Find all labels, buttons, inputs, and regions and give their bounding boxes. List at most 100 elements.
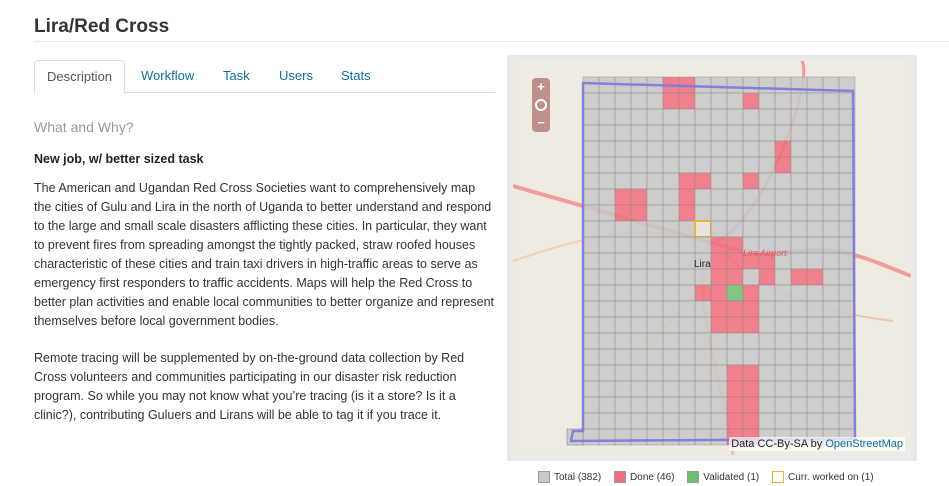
grid-tile[interactable] [598,156,616,174]
grid-tile[interactable] [646,268,664,286]
grid-tile[interactable] [662,156,680,174]
grid-tile[interactable] [774,332,792,350]
grid-tile[interactable] [614,284,632,302]
grid-tile[interactable] [822,332,840,350]
grid-tile[interactable] [598,268,616,286]
grid-tile[interactable] [758,316,776,334]
grid-tile-validated[interactable] [726,284,744,302]
grid-tile[interactable] [710,124,728,142]
grid-tile[interactable] [806,204,824,222]
grid-tile[interactable] [582,348,600,366]
grid-tile[interactable] [662,172,680,190]
grid-tile[interactable] [598,364,616,382]
openstreetmap-link[interactable]: OpenStreetMap [825,438,903,450]
grid-tile[interactable] [774,316,792,334]
grid-tile[interactable] [598,412,616,430]
grid-tile[interactable] [806,172,824,190]
grid-tile[interactable] [822,252,840,270]
grid-tile[interactable] [742,124,760,142]
grid-tile[interactable] [838,380,856,398]
grid-tile[interactable] [646,140,664,158]
grid-tile[interactable] [582,300,600,318]
grid-tile[interactable] [790,204,808,222]
grid-tile[interactable] [822,236,840,254]
grid-tile[interactable] [726,188,744,206]
grid-tile[interactable] [598,380,616,398]
grid-tile[interactable] [774,348,792,366]
grid-tile[interactable] [662,220,680,238]
grid-tile[interactable] [630,412,648,430]
grid-tile[interactable] [694,236,712,254]
grid-tile[interactable] [758,92,776,110]
grid-tile[interactable] [582,412,600,430]
grid-tile[interactable] [758,124,776,142]
grid-tile[interactable] [822,412,840,430]
grid-tile[interactable] [646,124,664,142]
grid-tile-done[interactable] [678,92,696,110]
grid-tile[interactable] [646,252,664,270]
grid-tile[interactable] [774,268,792,286]
grid-tile[interactable] [694,76,712,94]
grid-tile[interactable] [774,412,792,430]
grid-tile[interactable] [678,428,696,446]
grid-tile[interactable] [806,108,824,126]
grid-tile[interactable] [630,92,648,110]
grid-tile[interactable] [806,364,824,382]
grid-tile[interactable] [646,380,664,398]
grid-tile[interactable] [726,92,744,110]
grid-tile[interactable] [662,252,680,270]
grid-tile[interactable] [758,284,776,302]
grid-tile[interactable] [614,156,632,174]
grid-tile[interactable] [838,348,856,366]
grid-tile[interactable] [742,140,760,158]
grid-tile[interactable] [806,236,824,254]
grid-tile[interactable] [646,364,664,382]
grid-tile[interactable] [742,108,760,126]
grid-tile[interactable] [710,108,728,126]
grid-tile[interactable] [726,108,744,126]
grid-tile[interactable] [582,380,600,398]
grid-tile[interactable] [790,140,808,158]
grid-tile[interactable] [710,92,728,110]
grid-tile[interactable] [598,396,616,414]
grid-tile[interactable] [646,156,664,174]
grid-tile[interactable] [678,156,696,174]
grid-tile[interactable] [630,268,648,286]
grid-tile[interactable] [598,92,616,110]
grid-tile-done[interactable] [630,188,648,206]
grid-tile[interactable] [694,188,712,206]
globe-icon[interactable] [535,99,547,111]
grid-tile[interactable] [710,348,728,366]
grid-tile[interactable] [598,188,616,206]
grid-tile[interactable] [838,268,856,286]
grid-tile[interactable] [646,300,664,318]
grid-tile[interactable] [598,300,616,318]
grid-tile-done[interactable] [758,268,776,286]
grid-tile[interactable] [806,316,824,334]
grid-tile-done[interactable] [790,268,808,286]
grid-tile-done[interactable] [710,316,728,334]
grid-tile-done[interactable] [678,204,696,222]
grid-tile[interactable] [790,92,808,110]
grid-tile[interactable] [758,380,776,398]
grid-tile[interactable] [662,204,680,222]
grid-tile[interactable] [630,156,648,174]
grid-tile-done[interactable] [742,364,760,382]
grid-tile-done[interactable] [726,316,744,334]
grid-tile[interactable] [678,252,696,270]
grid-tile[interactable] [678,236,696,254]
grid-tile[interactable] [598,252,616,270]
grid-tile[interactable] [582,172,600,190]
grid-tile[interactable] [630,236,648,254]
grid-tile[interactable] [582,220,600,238]
grid-tile[interactable] [694,300,712,318]
grid-tile[interactable] [646,428,664,446]
grid-tile-done[interactable] [694,172,712,190]
grid-tile-done[interactable] [742,172,760,190]
grid-tile[interactable] [774,76,792,94]
grid-tile[interactable] [582,188,600,206]
grid-tile[interactable] [614,268,632,286]
grid-tile[interactable] [582,204,600,222]
grid-tile[interactable] [710,172,728,190]
grid-tile[interactable] [822,396,840,414]
